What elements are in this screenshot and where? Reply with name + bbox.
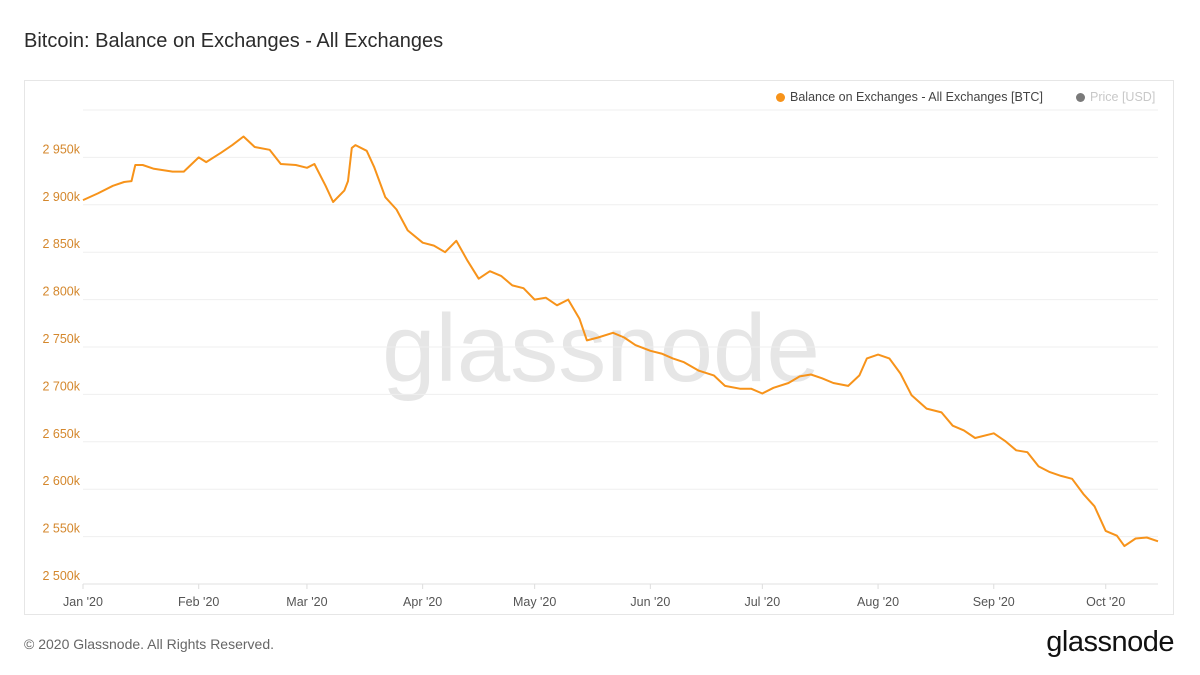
series-line-balance (82, 135, 1159, 548)
y-tick-label: 2 850k (42, 237, 80, 251)
x-tick-label: Sep '20 (973, 595, 1015, 609)
x-tick-label: Jun '20 (630, 595, 670, 609)
y-tick-label: 2 550k (42, 522, 80, 536)
x-tick-label: Mar '20 (286, 595, 327, 609)
watermark: glassnode (382, 295, 820, 402)
legend-item-balance[interactable]: Balance on Exchanges - All Exchanges [BT… (776, 90, 1043, 104)
y-tick-label: 2 950k (42, 142, 80, 156)
x-tick-label: Apr '20 (403, 595, 442, 609)
x-tick-label: Jul '20 (744, 595, 780, 609)
chart-frame: glassnode 2 500k 2 550k 2 600k 2 650k 2 700k 2… (24, 80, 1174, 615)
y-tick-label: 2 750k (42, 332, 80, 346)
legend-label: Balance on Exchanges - All Exchanges [BT… (790, 90, 1043, 104)
copyright: © 2020 Glassnode. All Rights Reserved. (24, 636, 275, 652)
legend-dot-icon (776, 92, 785, 102)
legend-item-price[interactable]: Price [USD] (1076, 90, 1155, 104)
y-tick-label: 2 650k (42, 427, 80, 441)
y-tick-label: 2 800k (42, 285, 80, 299)
legend-label: Price [USD] (1090, 90, 1156, 104)
chart-svg: glassnode 2 500k 2 550k 2 600k 2 650k 2 700k 2… (42, 109, 1159, 609)
x-tick-label: Oct '20 (1086, 595, 1125, 609)
y-tick-label: 2 600k (42, 474, 80, 488)
legend-dot-icon (1076, 92, 1085, 102)
x-tick-label: Feb '20 (178, 595, 219, 609)
x-tick-label: Aug '20 (857, 595, 899, 609)
x-tick-label: May '20 (513, 595, 556, 609)
y-tick-label: 2 900k (42, 190, 80, 204)
x-tick-label: Jan '20 (63, 595, 103, 609)
glassnode-logo[interactable]: glassnode (1046, 626, 1174, 658)
chart-title: Bitcoin: Balance on Exchanges - All Exch… (24, 30, 444, 52)
y-tick-label: 2 500k (42, 569, 80, 583)
y-tick-label: 2 700k (42, 379, 80, 393)
